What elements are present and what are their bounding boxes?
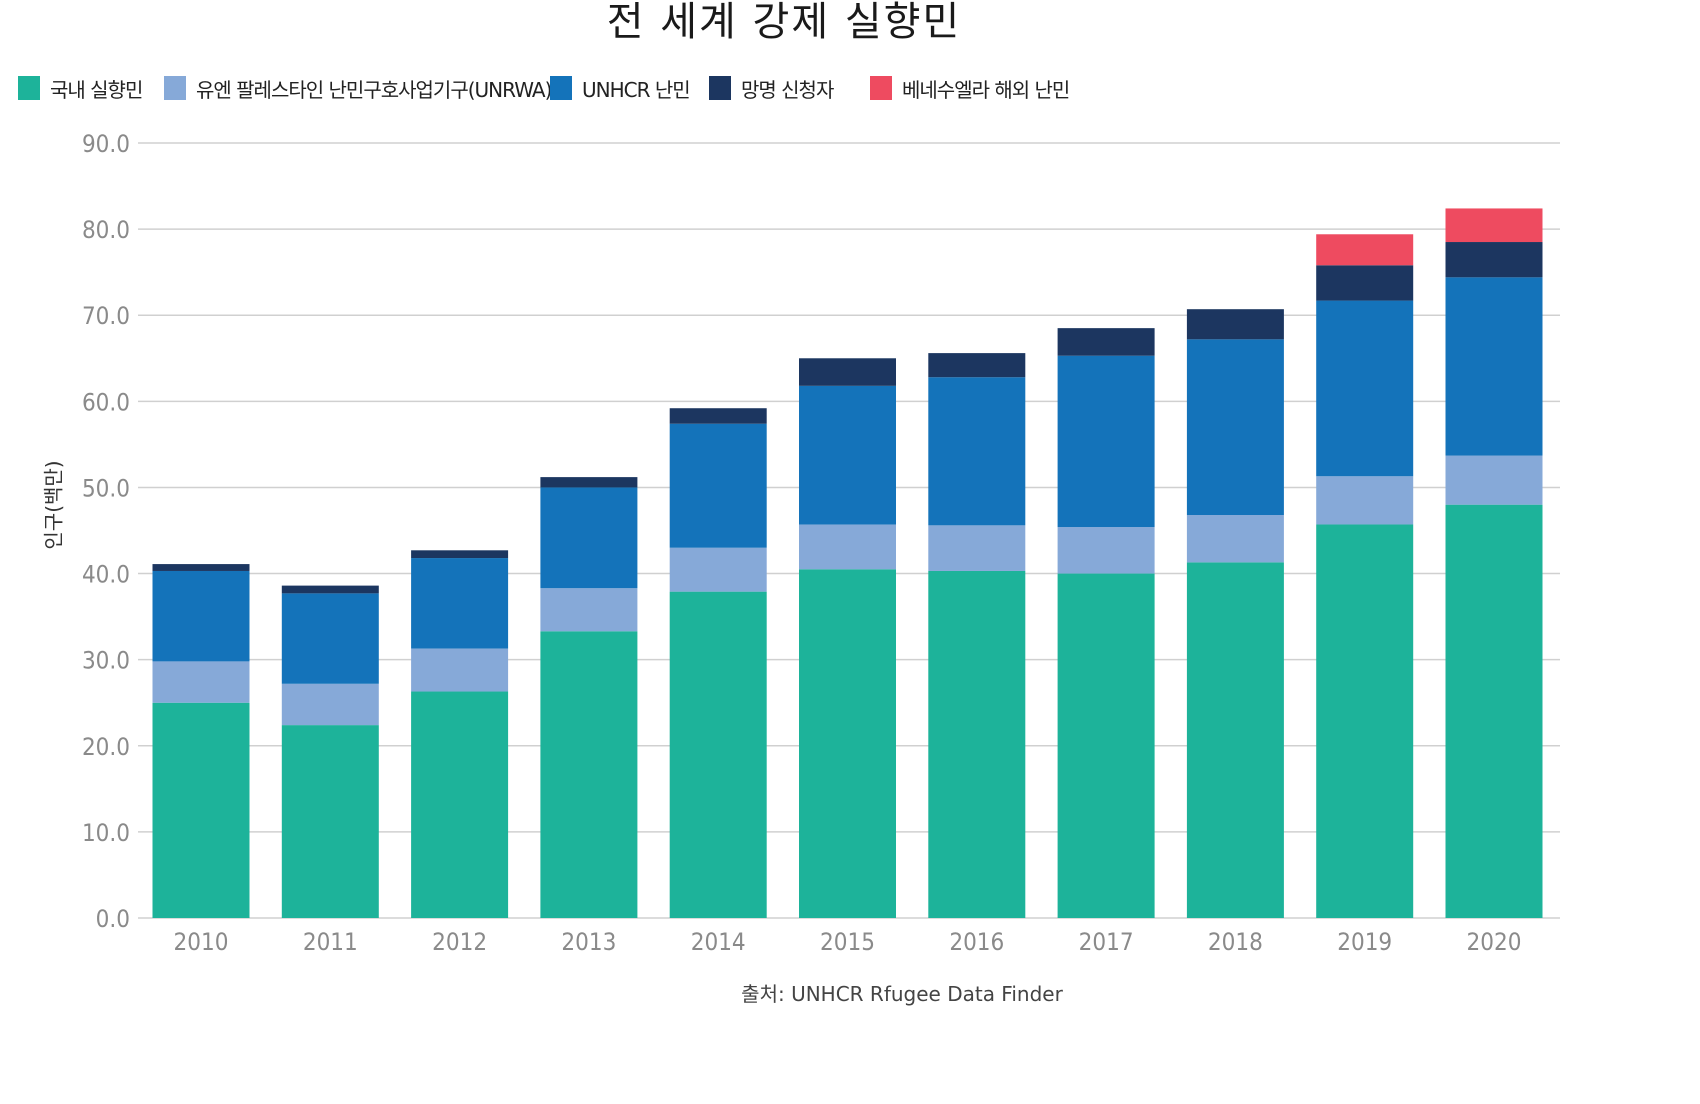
bar-segment	[1316, 300, 1414, 477]
bar-segment	[1445, 455, 1543, 505]
y-tick-label: 50.0	[82, 474, 130, 502]
legend-label: 망명 신청자	[741, 77, 834, 102]
bar-segment	[152, 661, 250, 703]
bar-segment	[411, 558, 509, 649]
legend-item-unrwa: 유엔 팔레스타인 난민구호사업기구(UNRWA)	[164, 72, 552, 104]
bar-segment	[669, 591, 767, 918]
x-tick-label: 2014	[691, 928, 746, 956]
bar-segment	[1057, 573, 1155, 918]
bar-segment	[281, 585, 379, 594]
x-tick-label: 2010	[174, 928, 229, 956]
x-tick-labels: 2010 2011 2012 2013 2014 2015 2016 2017 2018 2019…	[174, 928, 1522, 956]
y-tick-label: 60.0	[82, 388, 130, 416]
legend-label: 베네수엘라 해외 난민	[902, 77, 1070, 102]
legend-item-venezuelans-abroad: 베네수엘라 해외 난민	[870, 72, 1070, 104]
legend-swatch	[709, 76, 731, 100]
y-tick-label: 10.0	[82, 819, 130, 847]
bar-segment	[411, 691, 509, 918]
bar-segment	[1186, 562, 1284, 918]
x-tick-label: 2016	[949, 928, 1004, 956]
bar-segment	[1057, 527, 1155, 574]
bar-segment	[152, 702, 250, 918]
y-tick-label: 80.0	[82, 216, 130, 244]
y-tick-label: 30.0	[82, 647, 130, 675]
legend-label: 국내 실향민	[50, 77, 143, 102]
bar-segment	[1445, 242, 1543, 278]
bar-segment	[540, 487, 638, 589]
bar-segment	[1057, 328, 1155, 356]
bar-segment	[152, 564, 250, 571]
x-tick-label: 2018	[1208, 928, 1263, 956]
legend-swatch	[870, 76, 892, 100]
x-tick-label: 2013	[561, 928, 616, 956]
bar-segment	[669, 547, 767, 592]
bar-segment	[928, 353, 1026, 378]
bar-segment	[799, 524, 896, 570]
bars	[152, 208, 1543, 918]
bar-segment	[799, 569, 896, 918]
bar-segment	[540, 631, 638, 918]
legend-swatch	[164, 76, 186, 100]
bar-segment	[669, 423, 767, 548]
bar-segment	[411, 550, 509, 559]
bar-segment	[928, 525, 1026, 571]
legend-item-asylum-seekers: 망명 신청자	[709, 72, 834, 104]
x-tick-label: 2012	[432, 928, 487, 956]
bar-segment	[540, 477, 638, 488]
bar-segment	[152, 570, 250, 662]
bar-segment	[1316, 524, 1414, 918]
bar-segment	[1186, 309, 1284, 340]
bar-segment	[411, 648, 509, 692]
bar-segment	[540, 588, 638, 632]
x-tick-label: 2017	[1079, 928, 1134, 956]
legend-item-unhcr-refugees: UNHCR 난민	[550, 72, 691, 104]
bar-segment	[281, 593, 379, 684]
legend-label: UNHCR 난민	[582, 77, 691, 102]
bar-segment	[1445, 277, 1543, 456]
bar-segment	[1445, 504, 1543, 918]
bar-segment	[1316, 265, 1414, 301]
y-tick-label: 0.0	[96, 905, 130, 933]
bar-segment	[281, 683, 379, 726]
x-tick-label: 2020	[1467, 928, 1522, 956]
y-tick-label: 20.0	[82, 733, 130, 761]
y-tick-label: 90.0	[82, 130, 130, 158]
legend-label: 유엔 팔레스타인 난민구호사업기구(UNRWA)	[196, 77, 552, 102]
bar-segment	[281, 725, 379, 918]
bar-segment	[1316, 476, 1414, 525]
x-tick-label: 2011	[303, 928, 358, 956]
chart-title: 전 세계 강제 실향민	[606, 0, 962, 45]
source-note: 출처: UNHCR Rfugee Data Finder	[741, 982, 1063, 1006]
y-tick-label: 40.0	[82, 561, 130, 589]
y-tick-label: 70.0	[82, 302, 130, 330]
legend-swatch	[550, 76, 572, 100]
legend-swatch	[18, 76, 40, 100]
x-tick-label: 2015	[820, 928, 875, 956]
bar-segment	[1445, 208, 1543, 243]
bar-segment	[928, 377, 1026, 526]
bar-segment	[1186, 515, 1284, 563]
bar-segment	[1057, 355, 1155, 528]
bar-segment	[1316, 234, 1414, 266]
x-tick-label: 2019	[1337, 928, 1392, 956]
bar-segment	[799, 385, 896, 525]
bar-segment	[928, 570, 1026, 918]
y-tick-labels: 0.0 10.0 20.0 30.0 40.0 50.0 60.0 70.0 80.0 90.0	[82, 130, 130, 933]
legend-item-internally-displaced: 국내 실향민	[18, 72, 143, 104]
bar-segment	[669, 408, 767, 424]
bar-segment	[799, 358, 896, 386]
bar-segment	[1186, 339, 1284, 515]
